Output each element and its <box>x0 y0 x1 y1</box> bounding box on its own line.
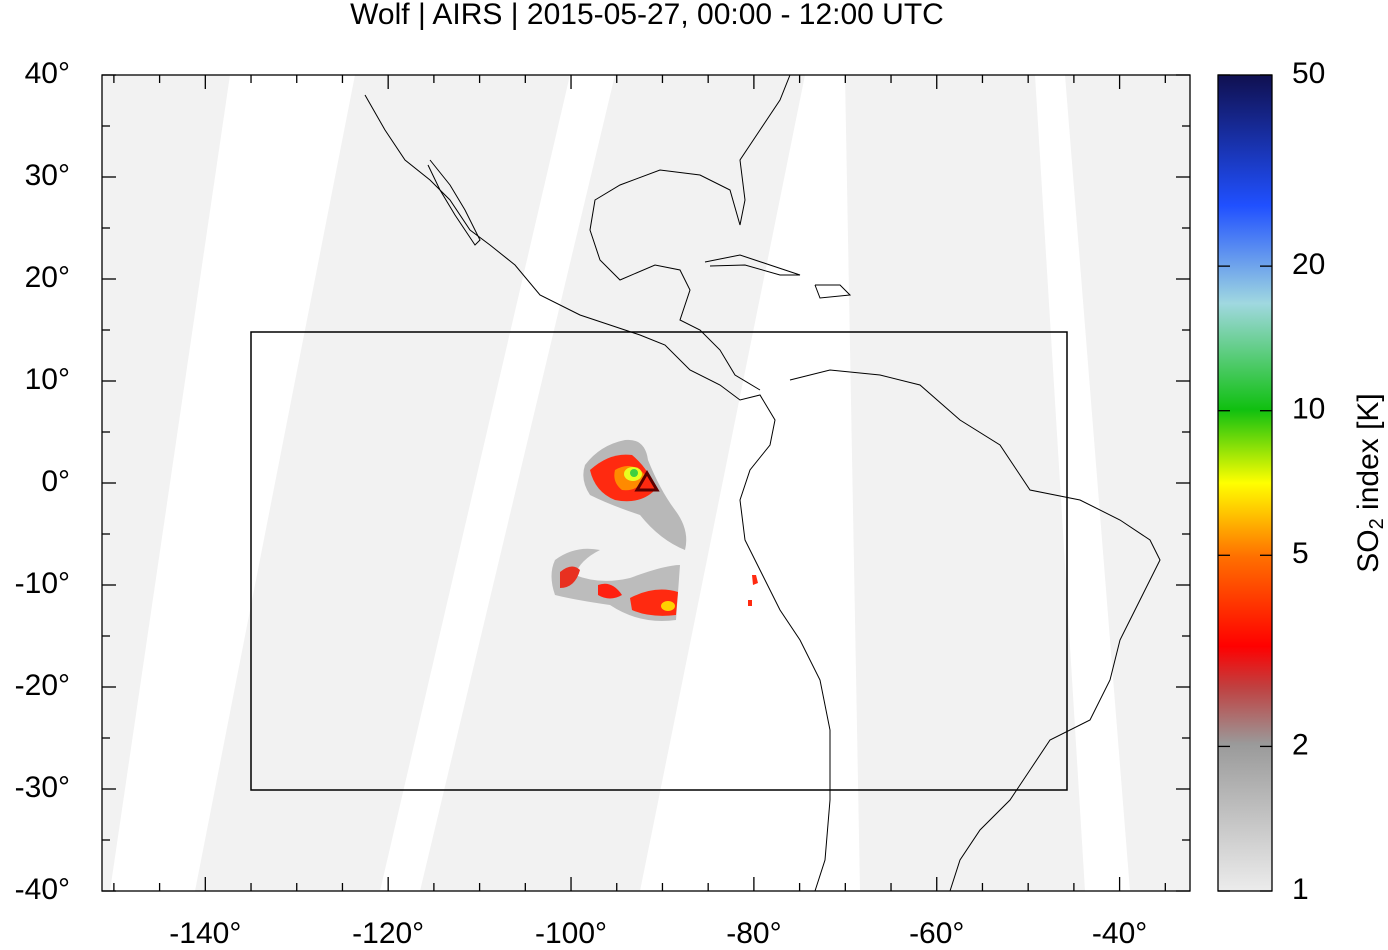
colorbar-label-main: SO <box>1352 529 1385 572</box>
colorbar-tick-label: 5 <box>1292 537 1309 570</box>
x-tick-label: -40° <box>1092 917 1147 950</box>
y-tick-label: 30° <box>25 159 70 192</box>
region-box <box>250 331 1068 791</box>
swath-gap <box>640 75 860 891</box>
colorbar-label-rest: index [K] <box>1352 393 1385 518</box>
colorbar-tick-label: 1 <box>1292 873 1309 906</box>
colorbar-label: SO2 index [K] <box>1352 393 1388 573</box>
swath-gap <box>380 75 615 891</box>
x-tick-label: -120° <box>352 917 424 950</box>
y-tick-label: 10° <box>25 363 70 396</box>
x-tick-label: -140° <box>169 917 241 950</box>
volcano-marker <box>634 470 660 492</box>
chart-title: Wolf | AIRS | 2015-05-27, 00:00 - 12:00 … <box>350 0 944 31</box>
x-tick-label: -80° <box>726 917 781 950</box>
colorbar-tick-label: 20 <box>1292 248 1325 281</box>
y-tick-label: 40° <box>25 57 70 90</box>
y-tick-label: -20° <box>15 669 70 702</box>
swath-gap <box>110 75 355 891</box>
y-tick-label: -40° <box>15 873 70 906</box>
y-tick-label: 0° <box>41 465 70 498</box>
y-tick-label: -10° <box>15 567 70 600</box>
colorbar-tick-label: 50 <box>1292 57 1325 90</box>
x-tick-label: -60° <box>909 917 964 950</box>
y-tick-label: 20° <box>25 261 70 294</box>
map-area <box>102 75 1190 891</box>
y-tick-label: -30° <box>15 771 70 804</box>
colorbar-tick-label: 10 <box>1292 393 1325 426</box>
x-tick-label: -100° <box>535 917 607 950</box>
colorbar <box>1217 74 1273 892</box>
colorbar-tick-label: 2 <box>1292 728 1309 761</box>
colorbar-label-sub: 2 <box>1366 518 1388 529</box>
